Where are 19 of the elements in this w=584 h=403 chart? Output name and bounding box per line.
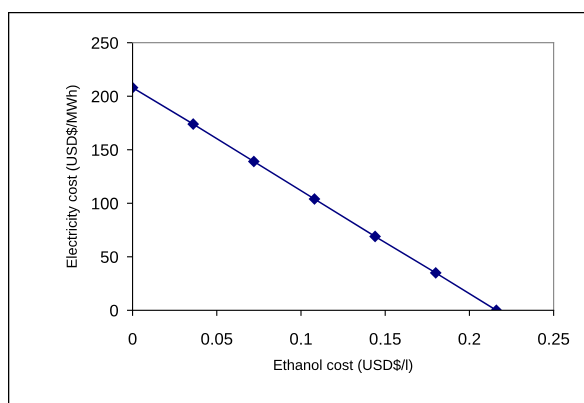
x-tick-label: 0.2 bbox=[458, 332, 480, 345]
x-tick-label: 0.05 bbox=[201, 332, 232, 345]
point bbox=[430, 267, 442, 278]
y-tick-label: 100 bbox=[92, 198, 118, 210]
x-axis-title: Ethanol cost (USD$/l) bbox=[274, 359, 412, 373]
y-tick-label: 200 bbox=[92, 90, 118, 102]
x-tick-label: 0.15 bbox=[370, 332, 401, 345]
point bbox=[248, 156, 260, 168]
y-tick-label: 150 bbox=[92, 144, 118, 156]
point bbox=[369, 230, 381, 242]
y-tick-label: 0 bbox=[110, 304, 118, 317]
x-tick-label: 0.25 bbox=[538, 332, 570, 345]
y-tick-label: 250 bbox=[92, 37, 118, 49]
point bbox=[188, 118, 199, 130]
y-axis-title: Electricity cost (USD$/MWh) bbox=[66, 85, 80, 268]
y-tick-label: 50 bbox=[100, 251, 118, 263]
x-tick-label: 0 bbox=[128, 332, 137, 345]
x-tick-label: 0.1 bbox=[290, 332, 312, 345]
point bbox=[308, 193, 320, 205]
